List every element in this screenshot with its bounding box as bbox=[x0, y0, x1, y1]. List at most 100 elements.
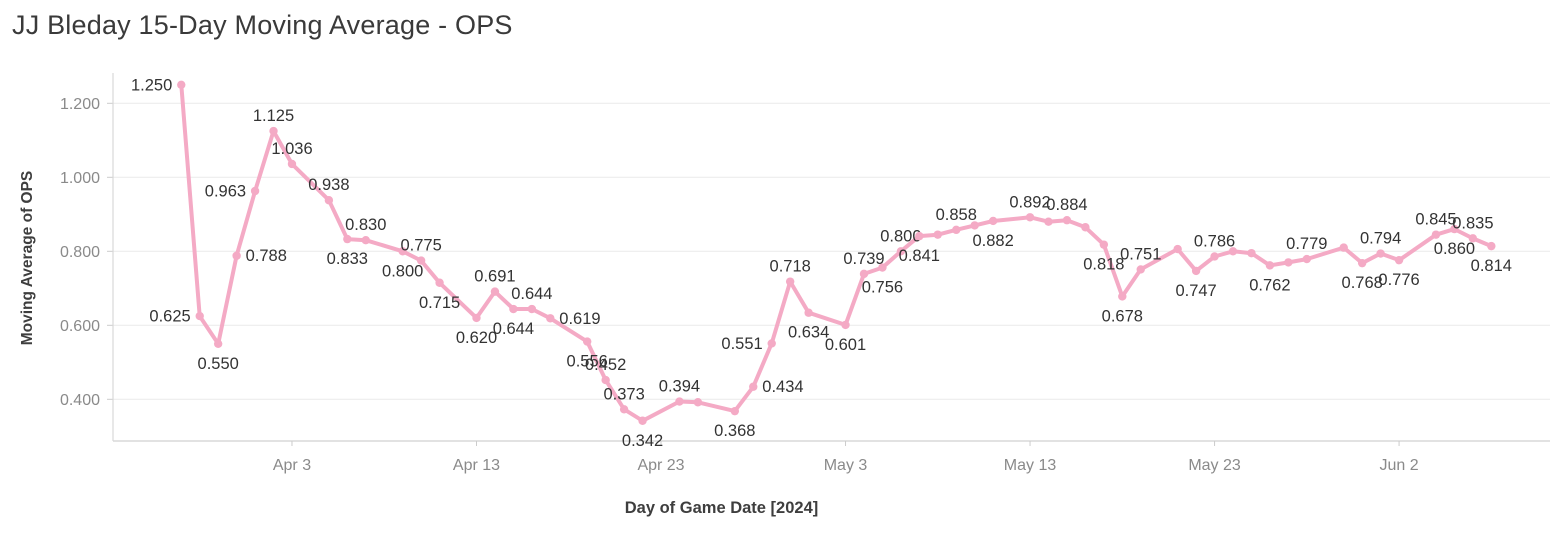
data-point[interactable] bbox=[988, 216, 998, 226]
data-point[interactable] bbox=[1136, 265, 1145, 274]
data-point[interactable] bbox=[583, 337, 592, 346]
data-point[interactable] bbox=[232, 251, 241, 260]
data-point[interactable] bbox=[546, 314, 555, 323]
x-tick-label: Apr 3 bbox=[273, 457, 311, 474]
data-point[interactable] bbox=[1044, 217, 1053, 226]
data-point[interactable] bbox=[1025, 213, 1035, 222]
data-point[interactable] bbox=[841, 320, 850, 330]
data-label: 0.550 bbox=[198, 355, 239, 373]
data-point[interactable] bbox=[1376, 249, 1385, 258]
data-point[interactable] bbox=[416, 256, 426, 265]
data-point[interactable] bbox=[1210, 252, 1219, 261]
data-point[interactable] bbox=[398, 247, 407, 256]
data-point[interactable] bbox=[619, 405, 629, 414]
data-label: 0.800 bbox=[382, 262, 423, 280]
data-label: 0.835 bbox=[1452, 214, 1493, 232]
data-point[interactable] bbox=[269, 126, 278, 136]
data-point[interactable] bbox=[1265, 261, 1275, 270]
data-point[interactable] bbox=[527, 304, 537, 314]
data-point[interactable] bbox=[785, 277, 795, 286]
data-point[interactable] bbox=[1394, 255, 1404, 265]
data-point[interactable] bbox=[896, 247, 906, 256]
data-point[interactable] bbox=[749, 382, 758, 391]
x-tick-label: Jun 2 bbox=[1379, 457, 1418, 474]
data-point[interactable] bbox=[804, 308, 813, 317]
data-label: 0.882 bbox=[972, 232, 1013, 250]
data-label: 1.250 bbox=[131, 76, 172, 94]
data-label: 0.394 bbox=[659, 378, 700, 396]
data-point[interactable] bbox=[361, 236, 370, 245]
data-label: 0.786 bbox=[1194, 232, 1235, 250]
data-point[interactable] bbox=[324, 196, 334, 205]
data-point[interactable] bbox=[1247, 248, 1256, 258]
data-point[interactable] bbox=[490, 287, 500, 296]
data-point[interactable] bbox=[177, 80, 186, 90]
data-label: 0.634 bbox=[788, 324, 829, 342]
data-label: 0.620 bbox=[456, 329, 497, 347]
data-label: 0.794 bbox=[1360, 230, 1401, 248]
chart-title: JJ Bleday 15-Day Moving Average - OPS bbox=[12, 10, 513, 40]
data-point[interactable] bbox=[1173, 244, 1182, 254]
data-point[interactable] bbox=[952, 225, 961, 235]
data-point[interactable] bbox=[675, 397, 684, 406]
data-point[interactable] bbox=[472, 313, 481, 323]
data-point[interactable] bbox=[638, 416, 647, 425]
data-point[interactable] bbox=[1228, 247, 1238, 256]
data-point[interactable] bbox=[250, 186, 260, 196]
data-point[interactable] bbox=[859, 269, 869, 279]
data-point[interactable] bbox=[509, 304, 518, 314]
data-label: 0.756 bbox=[862, 279, 903, 297]
data-point[interactable] bbox=[1357, 258, 1367, 268]
data-point[interactable] bbox=[933, 230, 942, 239]
x-tick-label: Apr 13 bbox=[453, 457, 500, 474]
data-point[interactable] bbox=[970, 221, 979, 230]
data-point[interactable] bbox=[1284, 258, 1293, 267]
y-tick-label: 1.000 bbox=[60, 170, 100, 187]
data-label: 1.036 bbox=[271, 140, 312, 158]
data-point[interactable] bbox=[767, 339, 776, 348]
y-tick-label: 0.400 bbox=[60, 392, 100, 409]
data-label: 0.775 bbox=[400, 237, 441, 255]
data-point[interactable] bbox=[878, 263, 887, 272]
data-point[interactable] bbox=[601, 375, 610, 385]
data-label: 0.845 bbox=[1415, 211, 1456, 229]
data-point[interactable] bbox=[1099, 240, 1109, 249]
data-label: 0.768 bbox=[1342, 274, 1383, 292]
data-label: 0.788 bbox=[246, 247, 287, 265]
y-tick-label: 1.200 bbox=[60, 96, 100, 113]
data-point[interactable] bbox=[1302, 254, 1312, 264]
data-label: 0.342 bbox=[622, 432, 663, 450]
data-label: 0.779 bbox=[1286, 235, 1327, 253]
data-point[interactable] bbox=[1431, 230, 1441, 239]
data-label: 0.644 bbox=[511, 285, 552, 303]
data-label: 0.860 bbox=[1434, 240, 1475, 258]
data-label: 1.125 bbox=[253, 107, 294, 125]
data-point[interactable] bbox=[1339, 243, 1348, 252]
data-point[interactable] bbox=[730, 406, 740, 416]
x-tick-label: May 23 bbox=[1188, 457, 1241, 474]
data-point[interactable] bbox=[287, 159, 297, 169]
data-label: 0.452 bbox=[585, 356, 626, 374]
data-label: 0.841 bbox=[899, 247, 940, 265]
data-label: 0.434 bbox=[762, 378, 803, 396]
data-label: 0.373 bbox=[603, 385, 644, 403]
data-point[interactable] bbox=[693, 398, 703, 407]
data-point[interactable] bbox=[1062, 216, 1072, 225]
data-label: 0.691 bbox=[474, 268, 515, 286]
data-point[interactable] bbox=[1468, 234, 1478, 243]
data-point[interactable] bbox=[1191, 266, 1201, 276]
data-point[interactable] bbox=[915, 231, 924, 241]
data-point[interactable] bbox=[195, 311, 204, 321]
data-point[interactable] bbox=[1081, 223, 1090, 232]
data-label: 0.818 bbox=[1083, 256, 1124, 274]
data-label: 0.830 bbox=[345, 216, 386, 234]
data-point[interactable] bbox=[1118, 292, 1127, 301]
data-point[interactable] bbox=[1487, 241, 1496, 251]
data-label: 0.751 bbox=[1120, 245, 1161, 263]
data-point[interactable] bbox=[435, 278, 444, 287]
data-point[interactable] bbox=[343, 234, 352, 244]
data-label: 0.619 bbox=[559, 310, 600, 328]
data-point[interactable] bbox=[213, 339, 223, 349]
data-point[interactable] bbox=[1450, 224, 1459, 234]
data-label: 0.678 bbox=[1102, 307, 1143, 325]
